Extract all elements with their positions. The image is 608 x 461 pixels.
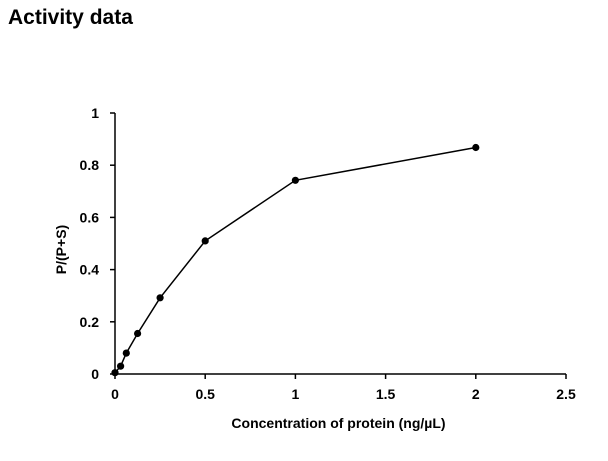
- x-tick-label: 0.5: [195, 386, 215, 402]
- x-tick-label: 2.5: [556, 386, 576, 402]
- y-tick-label: 0.2: [80, 314, 100, 330]
- y-tick-label: 1: [91, 105, 99, 121]
- data-point: [472, 143, 480, 152]
- x-ticks: 0 0.5 1 1.5 2 2.5: [111, 374, 576, 402]
- series-group: [111, 143, 480, 377]
- x-tick-label: 0: [111, 386, 119, 402]
- x-tick-label: 2: [472, 386, 480, 402]
- data-point: [291, 176, 299, 184]
- y-ticks: 0 0.2 0.4 0.6 0.8 1: [80, 105, 115, 382]
- y-tick-label: 0.8: [80, 157, 100, 173]
- y-tick-label: 0.4: [80, 262, 100, 278]
- page-title: Activity data: [8, 6, 133, 29]
- x-axis-title: Concentration of protein (ng/µL): [231, 415, 445, 431]
- data-point: [134, 329, 142, 338]
- y-tick-label: 0.6: [80, 209, 100, 225]
- data-point: [122, 349, 130, 357]
- plot-area: 0 0.5 1 1.5 2 2.5 0 0.2 0.4 0.6 0.8 1: [80, 105, 576, 402]
- y-axis-title: P/(P+S): [53, 225, 69, 274]
- data-point: [117, 362, 125, 370]
- y-tick-label: 0: [91, 366, 99, 382]
- data-point: [156, 294, 164, 302]
- x-tick-label: 1: [292, 386, 300, 402]
- x-tick-label: 1.5: [376, 386, 396, 402]
- data-point: [201, 237, 209, 245]
- data-point: [111, 369, 119, 377]
